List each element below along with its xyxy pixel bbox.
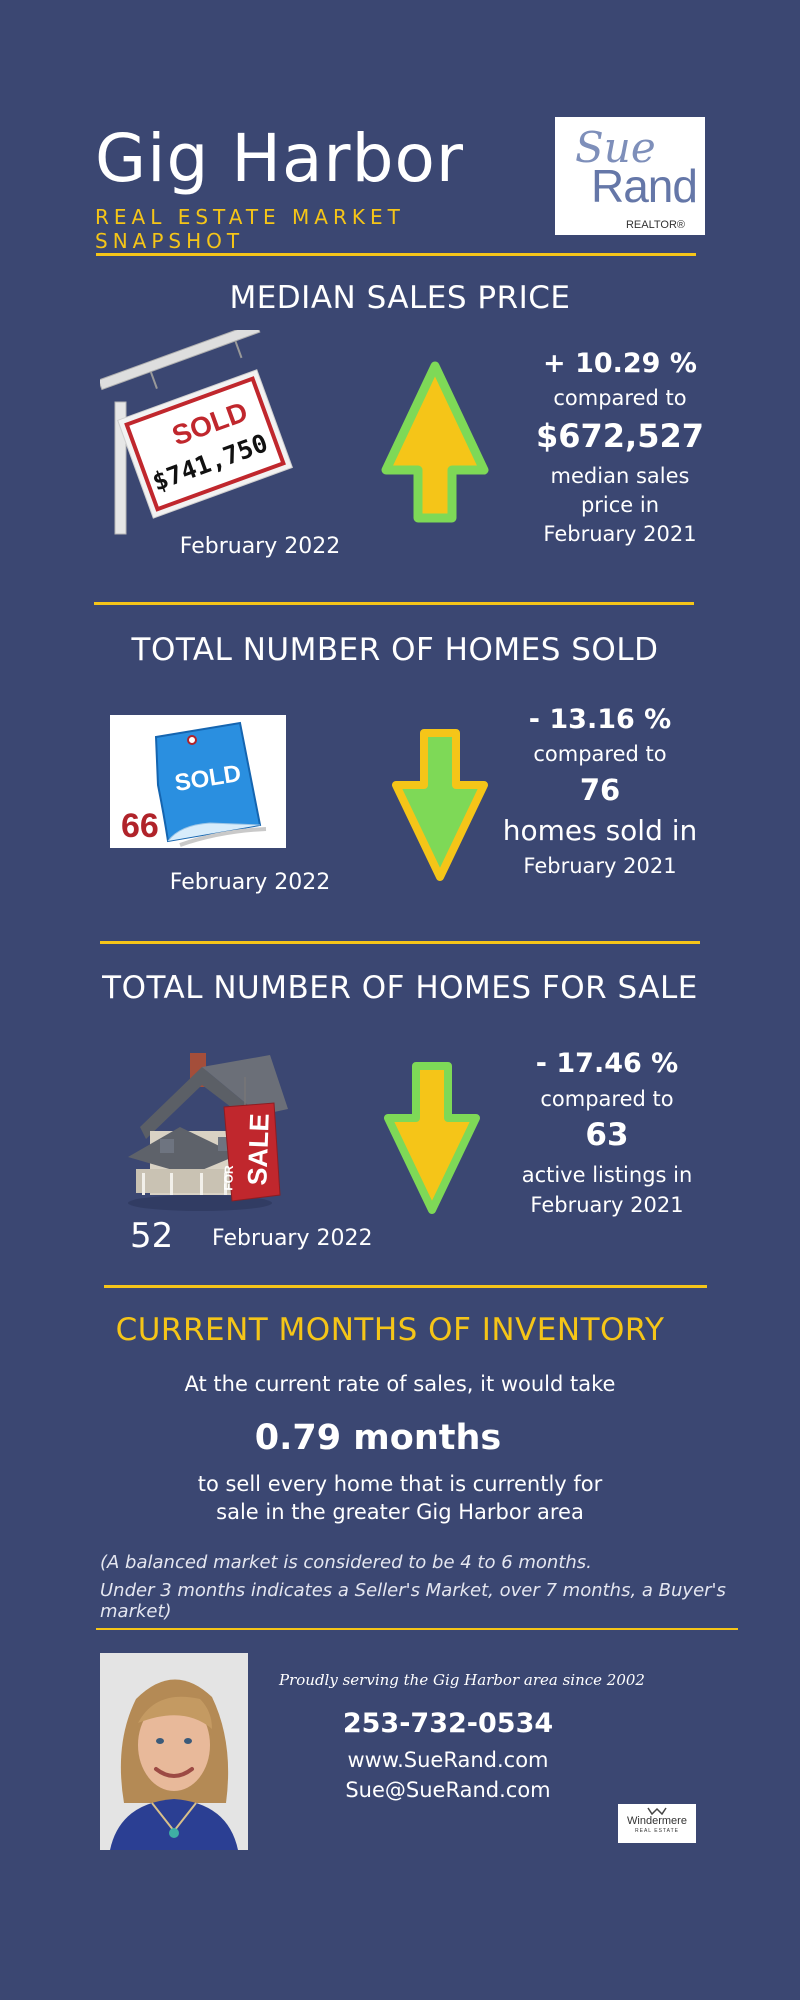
sold-tag-icon: [154, 721, 267, 847]
contact-tagline: Proudly serving the Gig Harbor area sinc…: [279, 1671, 645, 1689]
windermere-name: Windermere: [627, 1815, 687, 1827]
divider: [100, 941, 700, 944]
inventory-heading: CURRENT MONTHS OF INVENTORY: [115, 1312, 665, 1348]
sold-compared-label: compared to: [533, 742, 667, 766]
sold-count: 66: [121, 807, 159, 845]
sold-prev-value: 76: [579, 773, 621, 807]
sold-sign-icon: [97, 322, 294, 535]
windermere-logo: Windermere REAL ESTATE: [618, 1804, 696, 1843]
inventory-note2: Under 3 months indicates a Seller's Mark…: [100, 1580, 726, 1622]
median-desc-line1: median sales: [550, 464, 690, 488]
down-arrow-icon: [392, 729, 488, 881]
divider: [94, 602, 694, 605]
sold-desc: homes sold in: [502, 814, 698, 847]
inventory-line2: to sell every home that is currently for: [197, 1472, 603, 1496]
sign-for-text: FOR: [221, 1165, 237, 1191]
contact-email[interactable]: Sue@SueRand.com: [345, 1778, 551, 1802]
sold-arrow: [390, 727, 490, 887]
for-sale-count: 52: [130, 1216, 174, 1256]
inventory-line1: At the current rate of sales, it would t…: [184, 1372, 616, 1396]
logo-realtor: REALTOR®: [625, 219, 685, 231]
logo-last-name: Rand: [591, 160, 698, 212]
inventory-value: 0.79 months: [254, 1418, 502, 1458]
sold-change: - 13.16 %: [528, 704, 672, 735]
divider: [104, 1285, 707, 1288]
agent-portrait-icon: [100, 1653, 248, 1850]
house-for-sale-image: FOR SALE: [120, 1045, 290, 1215]
for-sale-desc: active listings in: [521, 1163, 693, 1187]
agent-photo: [100, 1653, 248, 1850]
for-sale-change: - 17.46 %: [535, 1048, 679, 1079]
logo-first-name: Sue: [575, 123, 656, 172]
for-sale-current-date: February 2022: [212, 1226, 373, 1251]
house-icon: [128, 1053, 288, 1211]
for-sale-prev-date: February 2021: [530, 1193, 684, 1217]
sold-tag-image: SOLD 66: [110, 715, 286, 848]
median-heading: MEDIAN SALES PRICE: [229, 280, 571, 316]
sign-sale-text: SALE: [242, 1112, 275, 1186]
for-sale-compared-label: compared to: [540, 1087, 674, 1111]
sold-heading: TOTAL NUMBER OF HOMES SOLD: [131, 632, 659, 668]
divider: [96, 1628, 738, 1630]
page-title: Gig Harbor: [95, 120, 464, 197]
contact-website[interactable]: www.SueRand.com: [347, 1748, 549, 1772]
down-arrow-icon: [384, 1062, 480, 1214]
page-subtitle: REAL ESTATE MARKET SNAPSHOT: [95, 205, 405, 253]
median-prev-date: February 2021: [543, 522, 697, 546]
median-change: + 10.29 %: [543, 348, 697, 379]
contact-phone[interactable]: 253-732-0534: [342, 1708, 554, 1739]
divider: [96, 253, 696, 256]
median-arrow: [380, 360, 490, 529]
sold-sign-image: SOLD $741,750: [97, 322, 300, 540]
median-compared-label: compared to: [553, 386, 687, 410]
sold-prev-date: February 2021: [523, 854, 677, 878]
median-current-date: February 2022: [179, 534, 341, 559]
windermere-sub: REAL ESTATE: [635, 1828, 679, 1834]
windermere-w-icon: [647, 1807, 667, 1815]
inventory-line3: sale in the greater Gig Harbor area: [216, 1500, 584, 1524]
for-sale-arrow: [382, 1060, 482, 1220]
median-prev-value: $672,527: [535, 417, 704, 455]
for-sale-heading: TOTAL NUMBER OF HOMES FOR SALE: [102, 970, 698, 1006]
up-arrow-icon: [381, 361, 489, 523]
for-sale-prev-value: 63: [585, 1117, 629, 1153]
inventory-note1: (A balanced market is considered to be 4…: [100, 1552, 592, 1573]
sue-rand-logo: Sue Rand REALTOR®: [555, 117, 705, 235]
median-desc-line2: price in: [580, 493, 660, 517]
sold-current-date: February 2022: [169, 870, 331, 895]
